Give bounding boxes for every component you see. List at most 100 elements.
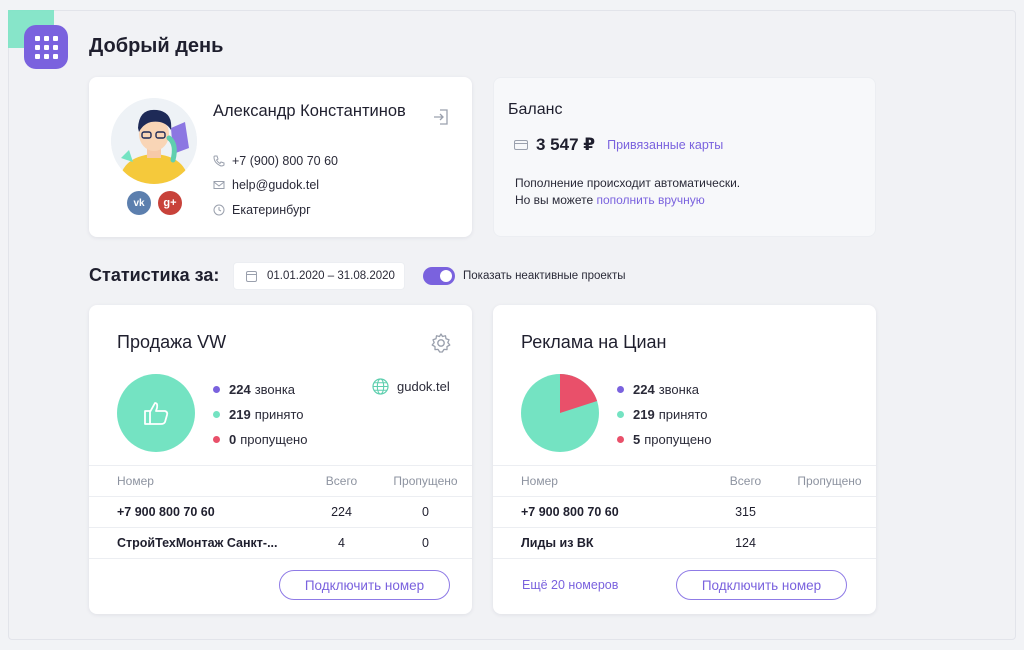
thumbs-up-icon [117, 374, 195, 452]
profile-card: vk g+ Александр Константинов +7 (900) 80… [89, 77, 472, 237]
cell-total: 224 [331, 505, 352, 519]
legend-dot [213, 436, 220, 443]
col-total: Всего [729, 474, 762, 488]
phone-text: +7 (900) 800 70 60 [232, 154, 338, 168]
google-plus-icon[interactable]: g+ [158, 191, 182, 215]
legend-dot [213, 386, 220, 393]
avatar [111, 98, 197, 184]
balance-note: Пополнение происходит автоматически. Но … [515, 175, 740, 209]
user-name: Александр Константинов [213, 102, 406, 120]
pie-slice-missed [560, 374, 598, 413]
legend-dot [617, 411, 624, 418]
cell-number: +7 900 800 70 60 [521, 505, 619, 519]
email-text[interactable]: help@gudok.tel [232, 178, 320, 192]
balance-note-line1: Пополнение происходит автоматически. [515, 176, 741, 190]
phone-row: +7 (900) 800 70 60 [213, 154, 338, 168]
cell-number: Лиды из ВК [521, 536, 594, 550]
calls-legend: 224 звонка 219 принято 5 пропущено [617, 377, 711, 452]
legend-item-calls: 224 звонка [617, 377, 711, 402]
table-row[interactable]: +7 900 800 70 60 315 [493, 496, 876, 527]
project-card-cian: Реклама на Циан 224 звонка 219 принято 5 пр… [493, 305, 876, 614]
legend-dot [617, 436, 624, 443]
legend-value: 5 [633, 432, 641, 447]
col-number: Номер [521, 474, 558, 488]
date-range-picker[interactable]: 01.01.2020 – 31.08.2020 [233, 262, 405, 290]
col-missed: Пропущено [797, 474, 862, 488]
top-up-manually-link[interactable]: пополнить вручную [596, 193, 705, 207]
show-inactive-toggle[interactable] [423, 267, 455, 285]
project-title: Реклама на Циан [521, 332, 667, 352]
show-inactive-label: Показать неактивные проекты [463, 270, 626, 282]
connect-number-button[interactable]: Подключить номер [279, 570, 450, 600]
legend-value: 219 [229, 407, 251, 422]
email-row: help@gudok.tel [213, 178, 319, 192]
stats-label: Статистика за: [89, 265, 220, 285]
cell-total: 124 [735, 536, 756, 550]
city-row: Екатеринбург [213, 203, 311, 217]
balance-note-prefix: Но вы можете [515, 193, 597, 207]
legend-label: принято [658, 407, 708, 422]
calls-pie-chart [521, 374, 599, 452]
legend-dot [617, 386, 624, 393]
legend-value: 224 [229, 382, 251, 397]
legend-label: пропущено [644, 432, 712, 447]
logout-icon[interactable] [432, 108, 450, 126]
clock-icon [213, 204, 225, 216]
cell-number: СтройТехМонтаж Санкт-... [117, 536, 278, 550]
site-link[interactable]: gudok.tel [372, 378, 450, 395]
table-header: Номер Всего Пропущено [89, 465, 472, 496]
col-missed: Пропущено [393, 474, 458, 488]
project-title: Продажа VW [117, 332, 227, 352]
legend-item-accepted: 219 принято [213, 402, 307, 427]
apps-menu-button[interactable] [24, 25, 68, 69]
table-row[interactable]: +7 900 800 70 60 224 0 [89, 496, 472, 527]
cell-total: 4 [338, 536, 345, 550]
credit-card-icon [514, 140, 528, 150]
legend-dot [213, 411, 220, 418]
calls-legend: 224 звонка 219 принято 0 пропущено [213, 377, 307, 452]
balance-amount: 3 547 ₽ [536, 135, 596, 154]
col-total: Всего [325, 474, 358, 488]
more-numbers-link[interactable]: Ещё 20 номеров [522, 578, 619, 592]
globe-icon [372, 378, 389, 395]
cell-number: +7 900 800 70 60 [117, 505, 215, 519]
cell-missed: 0 [422, 536, 429, 550]
date-range-text: 01.01.2020 – 31.08.2020 [267, 270, 395, 282]
balance-card: Баланс 3 547 ₽ Привязанные карты Пополне… [493, 77, 876, 237]
cell-missed: 0 [422, 505, 429, 519]
mail-icon [213, 179, 225, 191]
project-card-vw: Продажа VW 224 звонка 219 принято 0 пропуще… [89, 305, 472, 614]
legend-label: пропущено [240, 432, 308, 447]
table-row[interactable]: СтройТехМонтаж Санкт-... 4 0 [89, 527, 472, 558]
vk-icon[interactable]: vk [127, 191, 151, 215]
phone-icon [213, 155, 225, 167]
balance-note-line2: Но вы можете пополнить вручную [515, 192, 740, 209]
legend-value: 219 [633, 407, 655, 422]
numbers-table: Номер Всего Пропущено +7 900 800 70 60 2… [89, 465, 472, 620]
col-number: Номер [117, 474, 154, 488]
connect-number-button[interactable]: Подключить номер [676, 570, 847, 600]
balance-title: Баланс [508, 101, 563, 118]
table-header: Номер Всего Пропущено [493, 465, 876, 496]
gear-icon[interactable] [430, 332, 452, 354]
legend-label: звонка [254, 382, 296, 397]
legend-item-accepted: 219 принято [617, 402, 711, 427]
page-title: Добрый день [89, 35, 224, 57]
city-text: Екатеринбург [232, 203, 311, 217]
cell-total: 315 [735, 505, 756, 519]
legend-value: 224 [633, 382, 655, 397]
balance-amount-row: 3 547 ₽ Привязанные карты [514, 135, 723, 155]
legend-label: принято [254, 407, 304, 422]
legend-item-missed: 5 пропущено [617, 427, 711, 452]
legend-item-missed: 0 пропущено [213, 427, 307, 452]
legend-value: 0 [229, 432, 237, 447]
numbers-table: Номер Всего Пропущено +7 900 800 70 60 3… [493, 465, 876, 620]
table-row[interactable]: Лиды из ВК 124 [493, 527, 876, 558]
table-footer [89, 558, 472, 620]
linked-cards-link[interactable]: Привязанные карты [607, 138, 724, 152]
table-footer [493, 558, 876, 620]
legend-item-calls: 224 звонка [213, 377, 307, 402]
legend-label: звонка [658, 382, 700, 397]
site-text: gudok.tel [397, 379, 450, 394]
calendar-icon [246, 270, 257, 282]
